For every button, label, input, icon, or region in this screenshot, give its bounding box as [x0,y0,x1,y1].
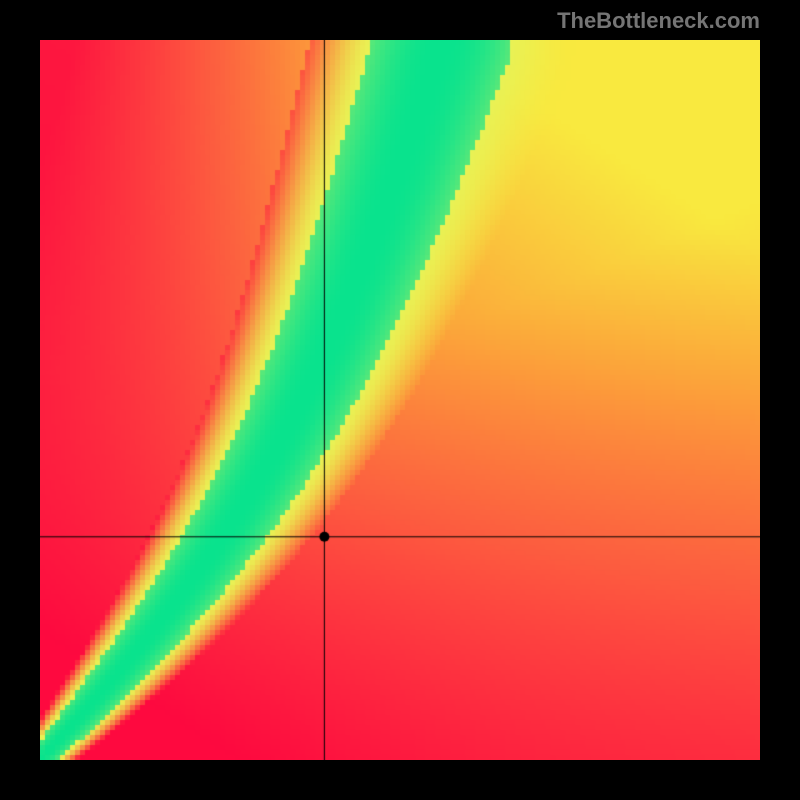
heatmap-canvas [40,40,760,760]
watermark-text: TheBottleneck.com [557,8,760,34]
heatmap-plot [40,40,760,760]
